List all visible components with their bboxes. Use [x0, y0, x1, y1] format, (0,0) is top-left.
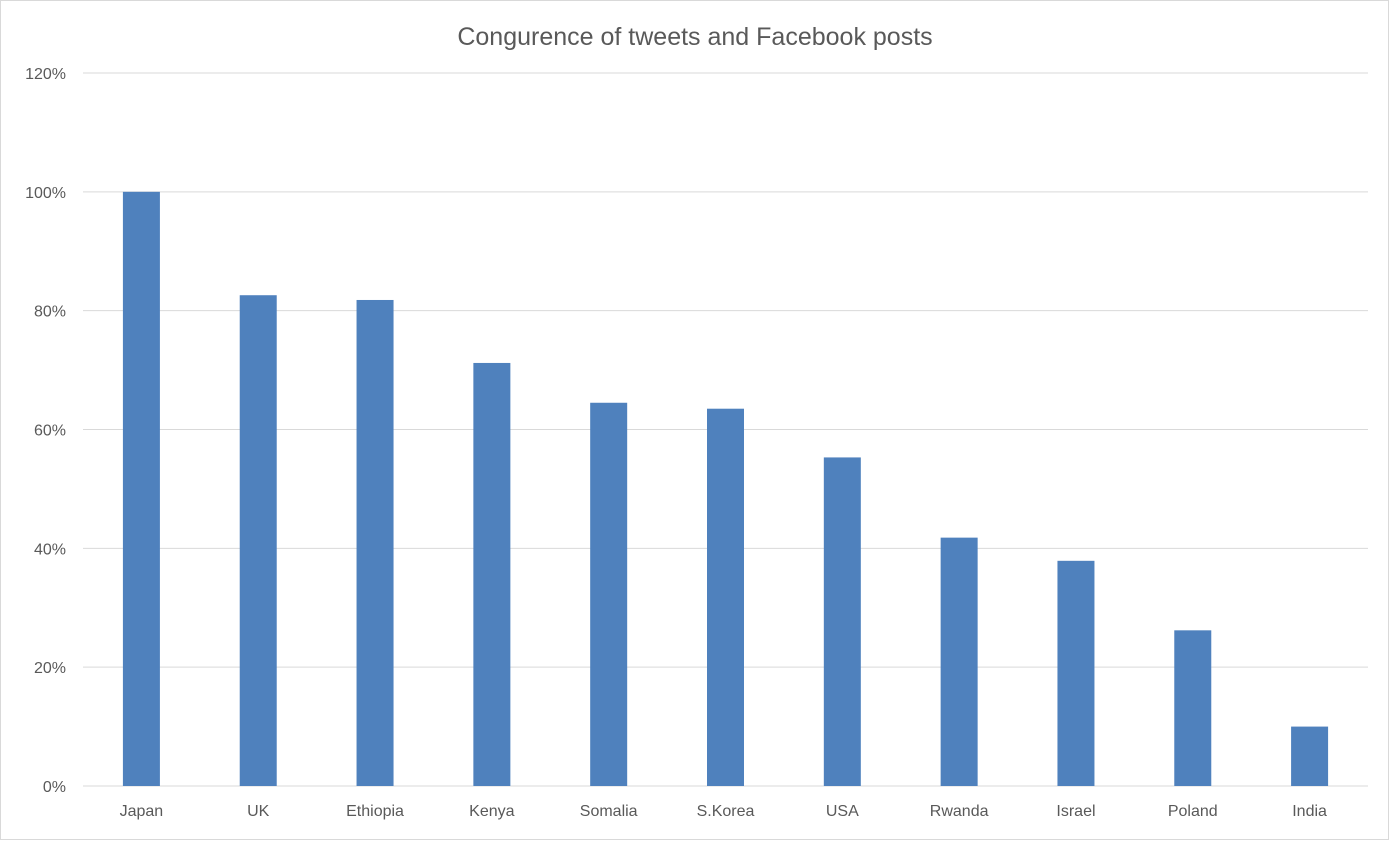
bars [122, 191, 1329, 787]
x-category-label: Rwanda [930, 803, 989, 820]
bar-somalia [590, 402, 628, 786]
bar-uk [239, 295, 277, 786]
x-category-label: India [1292, 803, 1327, 820]
y-tick-label: 60% [34, 423, 66, 440]
bar-india [1291, 726, 1329, 786]
chart-title: Congurence of tweets and Facebook posts [457, 23, 932, 51]
x-category-label: UK [247, 803, 270, 820]
x-category-label: Somalia [580, 803, 638, 820]
x-category-label: Poland [1168, 803, 1218, 820]
y-tick-label: 80% [34, 304, 66, 321]
y-axis-ticks: 0% 20% 40% 60% 80% 100% 120% [25, 66, 66, 796]
x-category-label: USA [826, 803, 859, 820]
bar-s-korea [707, 408, 744, 786]
bar-rwanda [940, 537, 978, 786]
x-category-label: Ethiopia [346, 803, 404, 820]
x-category-label: Japan [120, 803, 164, 820]
x-category-label: S.Korea [697, 803, 755, 820]
bar-kenya [473, 362, 511, 786]
x-axis-categories: Japan UK Ethiopia Kenya Somalia S.Korea USA Rwa… [120, 803, 1327, 820]
y-tick-label: 40% [34, 541, 66, 558]
x-category-label: Kenya [469, 803, 514, 820]
y-tick-label: 0% [43, 779, 66, 796]
bar-japan [122, 191, 160, 787]
bar-poland [1174, 630, 1212, 786]
x-category-label: Israel [1056, 803, 1095, 820]
bar-ethiopia [356, 299, 394, 786]
y-tick-label: 100% [25, 185, 66, 202]
bar-israel [1057, 560, 1095, 786]
bar-usa [823, 457, 861, 786]
y-tick-label: 20% [34, 660, 66, 677]
y-tick-label: 120% [25, 66, 66, 83]
